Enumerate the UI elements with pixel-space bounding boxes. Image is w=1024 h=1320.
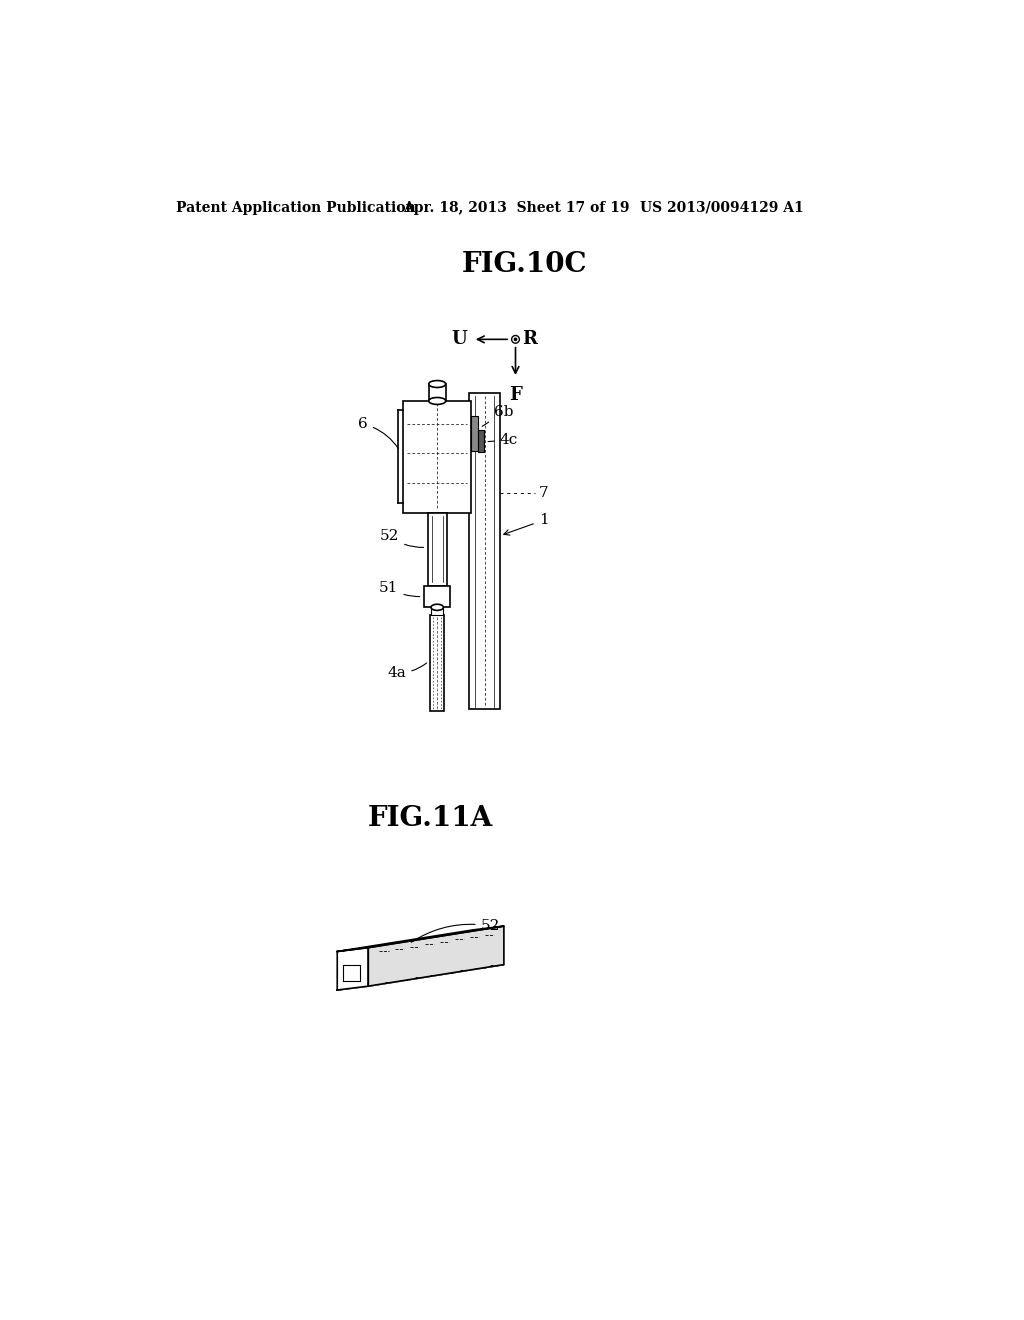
Polygon shape (369, 927, 504, 986)
Bar (471, 416, 478, 451)
Ellipse shape (431, 605, 443, 610)
Text: R: R (522, 330, 538, 348)
Text: 7: 7 (539, 486, 549, 500)
Polygon shape (337, 948, 369, 990)
Text: 6b: 6b (482, 405, 513, 426)
Bar (429, 384, 445, 401)
Bar (430, 615, 444, 711)
Bar (478, 430, 483, 451)
Text: Apr. 18, 2013  Sheet 17 of 19: Apr. 18, 2013 Sheet 17 of 19 (403, 201, 630, 215)
Polygon shape (337, 927, 504, 952)
Bar (469, 393, 500, 709)
Text: FIG.10C: FIG.10C (462, 251, 588, 277)
Bar (403, 401, 471, 512)
Text: 52: 52 (380, 528, 424, 548)
Text: 4a: 4a (388, 663, 427, 680)
Text: US 2013/0094129 A1: US 2013/0094129 A1 (640, 201, 803, 215)
Ellipse shape (429, 397, 445, 404)
Text: 4c: 4c (488, 433, 518, 447)
Text: Patent Application Publication: Patent Application Publication (176, 201, 416, 215)
Text: 1: 1 (504, 513, 549, 535)
Text: FIG.11A: FIG.11A (368, 805, 493, 832)
Text: 52: 52 (412, 919, 500, 942)
Bar (428, 512, 446, 586)
Circle shape (514, 338, 517, 341)
Text: 6: 6 (358, 417, 398, 449)
Bar (431, 607, 443, 615)
Bar (424, 586, 451, 607)
Text: F: F (509, 385, 522, 404)
Text: 51: 51 (379, 581, 420, 597)
Text: U: U (451, 330, 467, 348)
Ellipse shape (429, 380, 445, 388)
